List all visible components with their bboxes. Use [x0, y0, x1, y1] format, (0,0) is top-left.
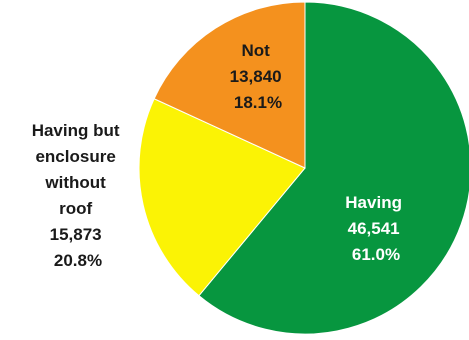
- slice-label-not: Not 13,840 18.1%: [230, 41, 287, 112]
- pie-slice-2-not-13-840: [153, 1, 306, 169]
- slice-label-having: Having 46,541 61.0%: [345, 193, 406, 264]
- pie-slice-1-having-but-enclosure: [138, 98, 306, 297]
- slice-label-having-but-enclosure: Having but enclosure without roof 15,873…: [32, 121, 125, 270]
- pie-slices: [138, 1, 469, 335]
- pie-slice-0-having-46-541: [198, 1, 469, 335]
- pie-labels: Having 46,541 61.0% Having but enclosure…: [32, 41, 406, 270]
